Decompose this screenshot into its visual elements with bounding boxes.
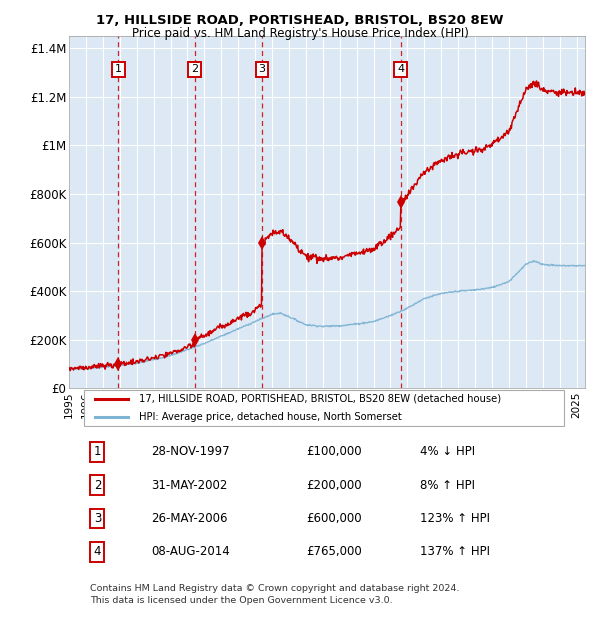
Text: Price paid vs. HM Land Registry's House Price Index (HPI): Price paid vs. HM Land Registry's House … bbox=[131, 27, 469, 40]
Text: 137% ↑ HPI: 137% ↑ HPI bbox=[420, 546, 490, 559]
Text: 17, HILLSIDE ROAD, PORTISHEAD, BRISTOL, BS20 8EW (detached house): 17, HILLSIDE ROAD, PORTISHEAD, BRISTOL, … bbox=[139, 394, 501, 404]
Text: £200,000: £200,000 bbox=[307, 479, 362, 492]
Text: 28-NOV-1997: 28-NOV-1997 bbox=[152, 445, 230, 458]
Text: 08-AUG-2014: 08-AUG-2014 bbox=[152, 546, 230, 559]
Text: £765,000: £765,000 bbox=[307, 546, 362, 559]
Text: HPI: Average price, detached house, North Somerset: HPI: Average price, detached house, Nort… bbox=[139, 412, 401, 422]
Text: 1: 1 bbox=[94, 445, 101, 458]
Text: 1: 1 bbox=[115, 64, 122, 74]
Text: 26-MAY-2006: 26-MAY-2006 bbox=[152, 512, 228, 525]
Text: 8% ↑ HPI: 8% ↑ HPI bbox=[420, 479, 475, 492]
Text: 17, HILLSIDE ROAD, PORTISHEAD, BRISTOL, BS20 8EW: 17, HILLSIDE ROAD, PORTISHEAD, BRISTOL, … bbox=[96, 14, 504, 27]
Text: 3: 3 bbox=[94, 512, 101, 525]
FancyBboxPatch shape bbox=[85, 390, 565, 426]
Text: 4% ↓ HPI: 4% ↓ HPI bbox=[420, 445, 475, 458]
Text: 4: 4 bbox=[94, 546, 101, 559]
Text: £100,000: £100,000 bbox=[307, 445, 362, 458]
Text: 123% ↑ HPI: 123% ↑ HPI bbox=[420, 512, 490, 525]
Text: £600,000: £600,000 bbox=[307, 512, 362, 525]
Text: 4: 4 bbox=[397, 64, 404, 74]
Text: 2: 2 bbox=[191, 64, 198, 74]
Text: 31-MAY-2002: 31-MAY-2002 bbox=[152, 479, 228, 492]
Text: Contains HM Land Registry data © Crown copyright and database right 2024.
This d: Contains HM Land Registry data © Crown c… bbox=[89, 584, 459, 606]
Text: 3: 3 bbox=[259, 64, 265, 74]
Text: 2: 2 bbox=[94, 479, 101, 492]
